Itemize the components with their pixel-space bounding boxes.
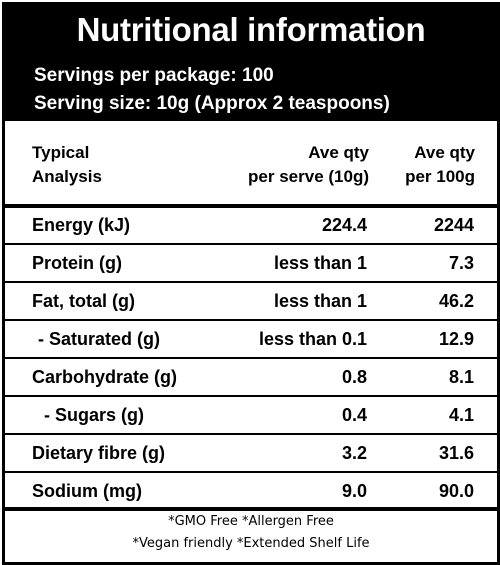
row-label: Fat, total (g) [32, 291, 135, 311]
row-per-100g: 4.1 [448, 405, 474, 425]
column-header-analysis-line2: Analysis [32, 167, 102, 186]
row-divider [5, 357, 497, 359]
column-header-per-100g-line2: per 100g [405, 167, 475, 186]
row-per-serve: less than 1 [273, 253, 367, 273]
row-per-100g: 7.3 [448, 253, 474, 273]
row-per-serve: 9.0 [341, 481, 367, 501]
footer-notes: *GMO Free *Allergen Free *Vegan friendly… [5, 511, 497, 555]
column-header-per-serve: Ave qty per serve (10g) [248, 141, 369, 189]
row-divider [5, 281, 497, 283]
panel-header: Nutritional information Servings per pac… [5, 5, 497, 121]
row-divider [5, 319, 497, 321]
row-per-100g: 46.2 [438, 291, 474, 311]
row-divider [5, 471, 497, 473]
row-divider [5, 395, 497, 397]
column-header-per-100g: Ave qty per 100g [405, 141, 475, 189]
footer-note-line1: *GMO Free *Allergen Free [168, 514, 334, 529]
column-header-per-serve-line2: per serve (10g) [248, 167, 369, 186]
row-per-100g: 2244 [433, 215, 474, 235]
row-label: - Sugars (g) [44, 405, 145, 425]
row-per-serve: 3.2 [341, 443, 367, 463]
row-per-serve: less than 1 [273, 291, 367, 311]
row-per-serve: 0.4 [341, 405, 367, 425]
row-per-100g: 12.9 [438, 329, 474, 349]
row-per-100g: 31.6 [438, 443, 474, 463]
row-per-serve: 224.4 [321, 215, 367, 235]
column-header-per-100g-line1: Ave qty [414, 143, 475, 162]
table-row-saturated: - Saturated (g) less than 0.1 12.9 [5, 322, 497, 356]
row-per-100g: 8.1 [448, 367, 474, 387]
column-header-analysis: Typical Analysis [32, 141, 102, 189]
row-label: Carbohydrate (g) [32, 367, 178, 387]
footer-divider [5, 507, 497, 511]
servings-per-package: Servings per package: 100 [34, 65, 274, 86]
column-header-analysis-line1: Typical [32, 143, 90, 162]
row-per-100g: 90.0 [438, 481, 474, 501]
row-label: Energy (kJ) [32, 215, 131, 235]
row-divider [5, 433, 497, 435]
table-row-sodium: Sodium (mg) 9.0 90.0 [5, 474, 497, 508]
panel-title: Nutritional information [76, 11, 426, 48]
table-row-dietary-fibre: Dietary fibre (g) 3.2 31.6 [5, 436, 497, 470]
table-row-energy: Energy (kJ) 224.4 2244 [5, 208, 497, 242]
serving-size: Serving size: 10g (Approx 2 teaspoons) [34, 93, 390, 114]
table-row-sugars: - Sugars (g) 0.4 4.1 [5, 398, 497, 432]
row-label: Protein (g) [32, 253, 122, 273]
row-label: Sodium (mg) [32, 481, 142, 501]
table-row-fat-total: Fat, total (g) less than 1 46.2 [5, 284, 497, 318]
row-per-serve: less than 0.1 [258, 329, 367, 349]
footer-note-line2: *Vegan friendly *Extended Shelf Life [132, 536, 370, 551]
row-label: - Saturated (g) [38, 329, 161, 349]
table-row-carbohydrate: Carbohydrate (g) 0.8 8.1 [5, 360, 497, 394]
column-header-per-serve-line1: Ave qty [308, 143, 369, 162]
row-label: Dietary fibre (g) [32, 443, 166, 463]
row-divider [5, 243, 497, 245]
header-divider [5, 204, 497, 208]
row-per-serve: 0.8 [341, 367, 367, 387]
table-row-protein: Protein (g) less than 1 7.3 [5, 246, 497, 280]
